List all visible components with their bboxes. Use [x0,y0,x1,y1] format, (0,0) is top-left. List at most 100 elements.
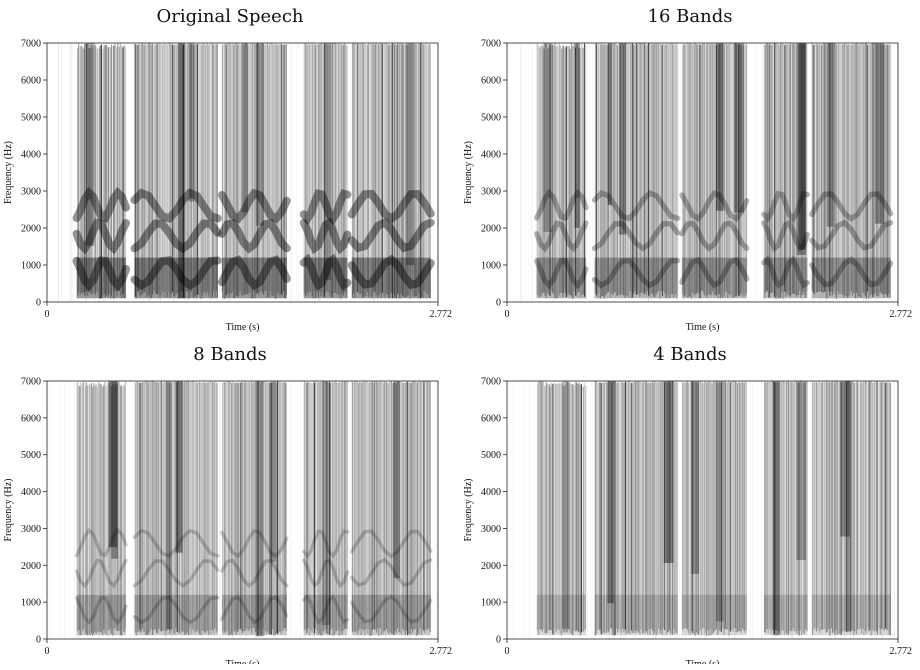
energy-striation [229,381,231,636]
y-tick-label: 1000 [21,261,41,272]
energy-striation [718,43,720,295]
energy-striation [402,43,404,297]
noise-striation [118,381,120,639]
energy-striation [575,43,577,296]
noise-striation [170,381,172,639]
energy-striation [205,44,207,295]
noise-striation [863,43,865,302]
energy-striation [254,44,256,299]
noise-striation [553,43,555,302]
energy-striation [633,382,635,633]
energy-striation [195,382,197,632]
energy-striation [340,44,342,299]
energy-striation [796,43,798,297]
energy-striation [623,382,625,633]
energy-striation [544,385,546,634]
noise-striation [344,43,346,302]
energy-striation [77,48,79,296]
formant-track [533,257,589,290]
energy-striation [135,382,137,636]
energy-striation [413,44,415,296]
energy-striation [569,48,571,295]
energy-striation [327,382,329,635]
energy-striation [249,44,251,293]
energy-striation [649,382,651,635]
energy-striation [818,381,820,631]
energy-striation [661,382,663,635]
noise-striation [821,43,822,302]
energy-striation [622,382,624,629]
energy-striation [238,382,240,630]
energy-striation [666,43,668,296]
energy-striation [558,383,560,630]
energy-striation [813,382,815,630]
energy-striation [611,43,613,295]
energy-striation [424,381,426,633]
energy-striation [776,43,778,297]
energy-striation [660,44,662,292]
noise-striation [353,381,355,639]
noise-striation [97,381,99,639]
energy-striation [215,382,217,631]
dark-band [393,381,401,579]
dark-band [574,43,581,228]
energy-striation [702,43,704,292]
low-frequency-energy [763,594,808,636]
x-tick-label: 2.772 [890,309,913,320]
energy-striation [685,43,687,295]
energy-striation [240,44,242,296]
energy-striation [211,43,213,298]
noise-striation [229,43,231,302]
energy-striation [562,383,564,629]
energy-striation [414,43,416,297]
noise-striation [650,43,652,302]
formant-track [533,188,589,222]
energy-striation [113,386,115,630]
energy-striation [386,382,388,629]
noise-striation [591,381,593,639]
energy-striation [729,43,731,295]
energy-striation [123,384,125,632]
energy-striation [742,44,744,297]
energy-striation [175,381,177,628]
energy-striation [739,44,741,296]
energy-striation [237,44,239,298]
energy-striation [324,381,326,633]
noise-striation [853,381,854,639]
dark-band [255,381,264,637]
formant-track [347,217,435,253]
energy-striation [329,382,331,635]
noise-striation [109,381,111,639]
formant-track [74,595,128,626]
energy-striation [828,43,830,292]
energy-striation [137,381,139,632]
energy-striation [170,382,172,632]
energy-striation [95,384,97,634]
energy-striation [629,381,631,635]
energy-striation [689,382,691,636]
energy-striation [100,384,102,633]
energy-striation [337,43,339,295]
energy-striation [303,43,305,294]
energy-striation [720,382,722,633]
spectrogram-plot: 0 1000 2000 3000 4000 5000 6000 7000 0 2.772 Time … [3,377,452,665]
energy-striation [661,44,663,297]
energy-striation [415,44,417,296]
energy-striation [154,382,156,630]
energy-striation [607,382,609,631]
energy-striation [100,44,102,298]
noise-striation [656,381,657,639]
energy-striation [862,382,864,629]
noise-striation [676,43,678,302]
energy-striation [242,44,244,296]
noise-striation [417,381,419,639]
energy-striation [554,383,556,629]
energy-striation [831,43,833,296]
energy-striation [213,382,215,634]
energy-striation [93,44,95,293]
energy-striation [377,44,379,299]
noise-striation [99,381,101,639]
energy-striation [200,382,202,636]
energy-striation [409,44,411,299]
energy-striation [607,44,609,293]
